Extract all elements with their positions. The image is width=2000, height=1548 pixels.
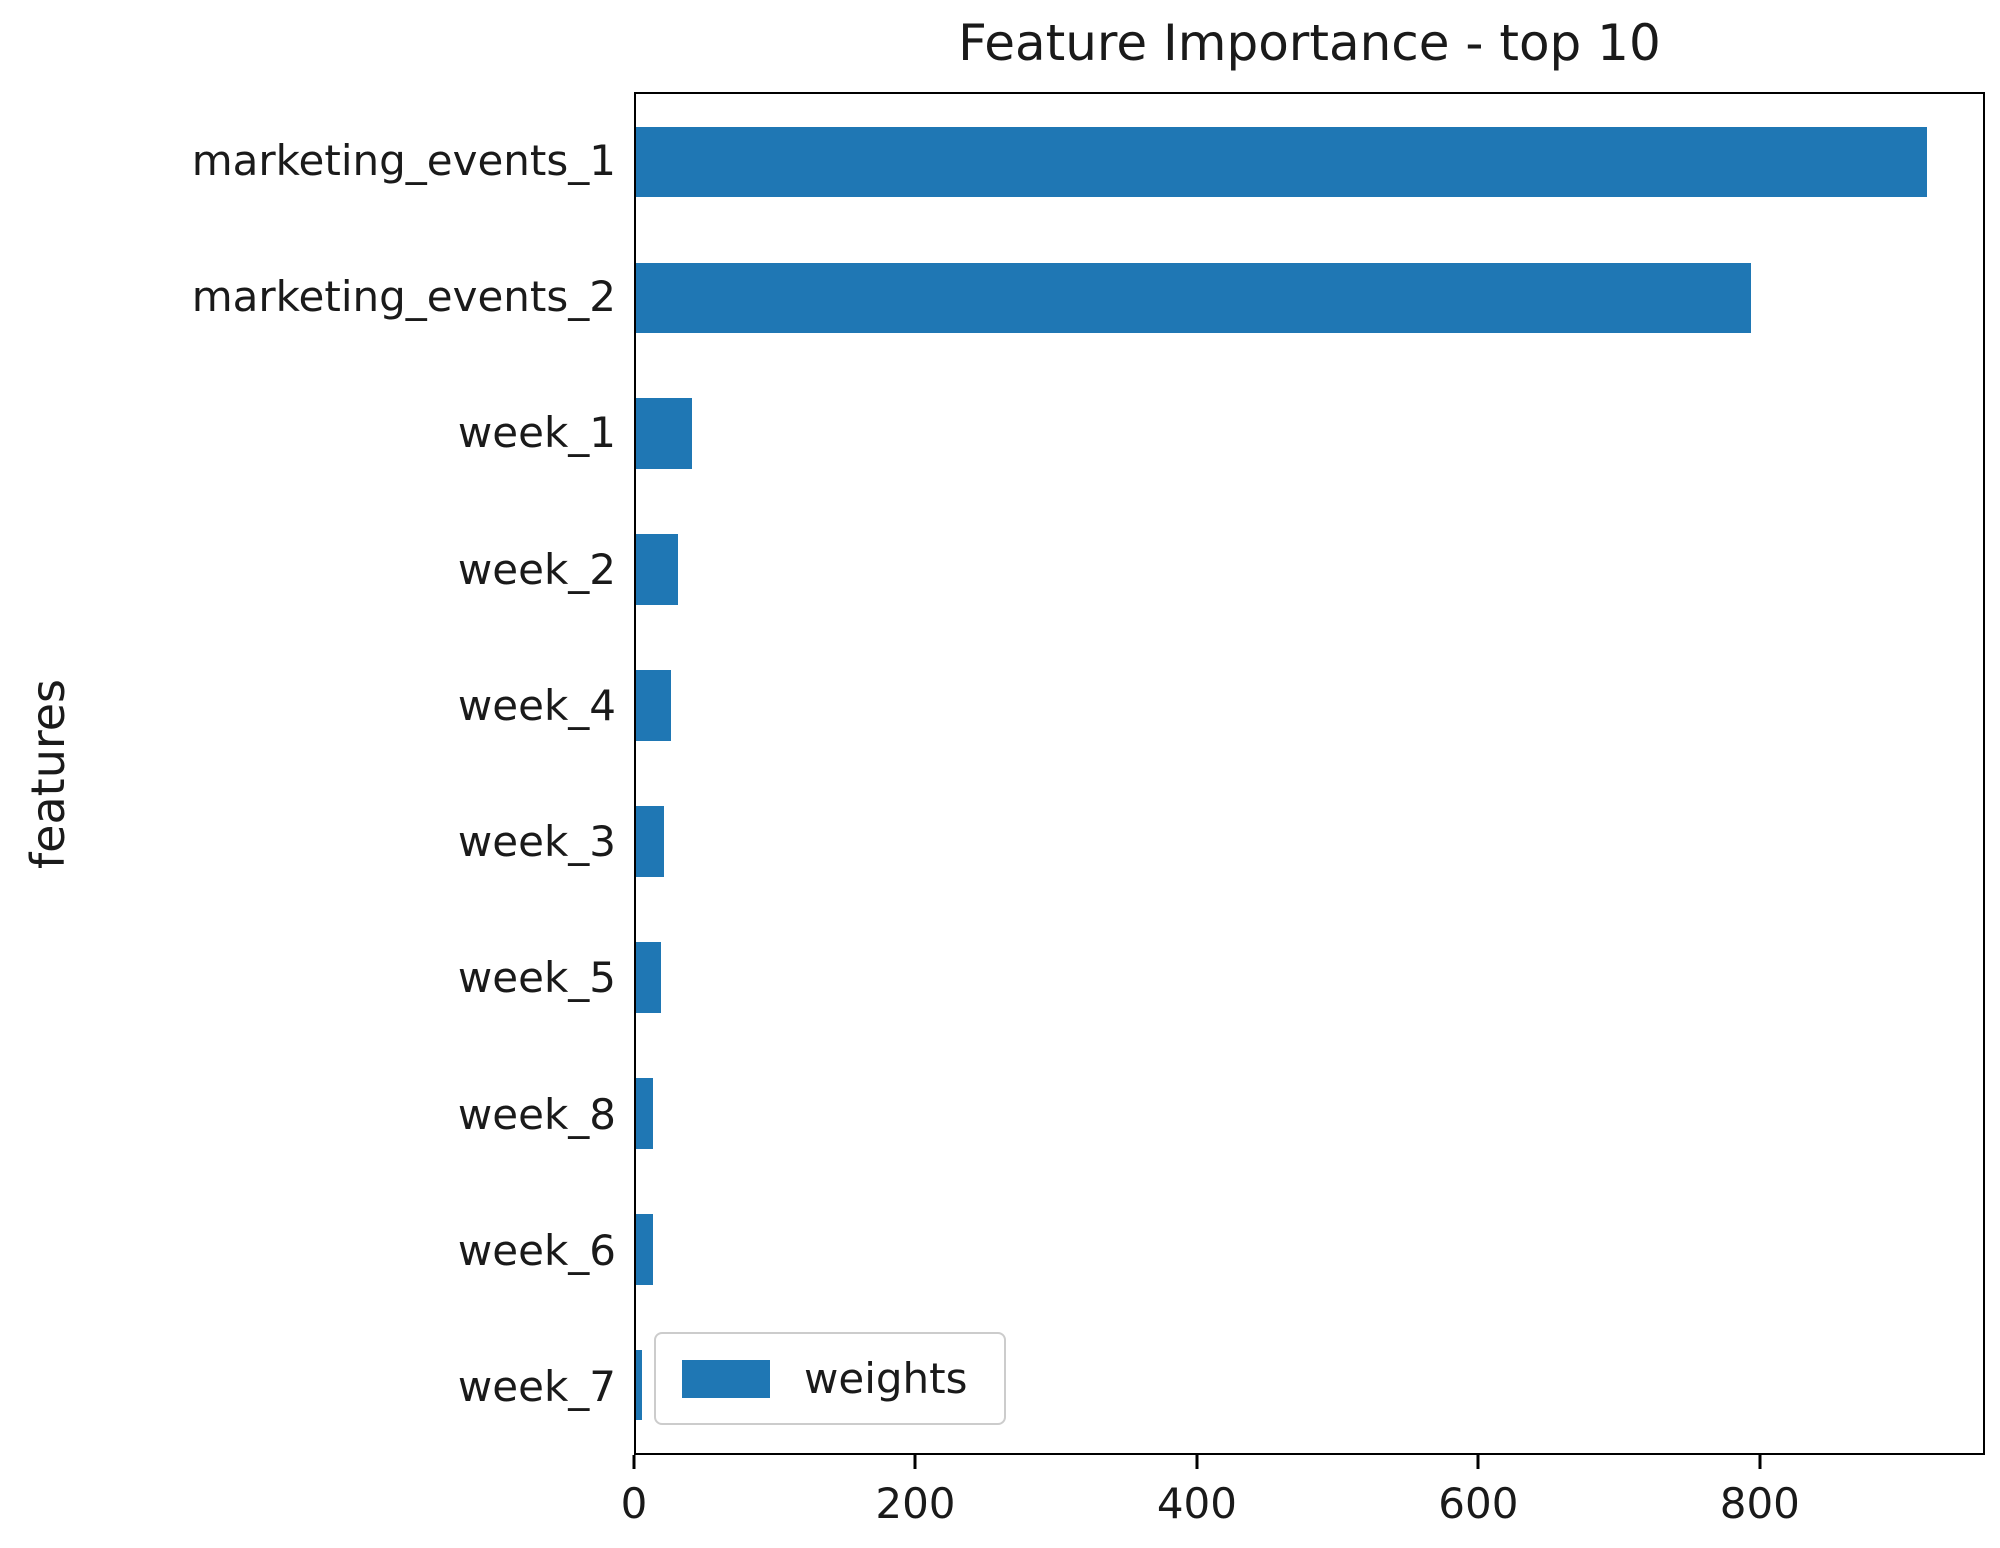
bar-row-week_7 xyxy=(636,1317,1983,1453)
x-tick-mark-600 xyxy=(1476,1455,1480,1469)
legend-swatch-weights xyxy=(682,1359,770,1398)
bar-row-week_1 xyxy=(636,366,1983,502)
bar-row-week_8 xyxy=(636,1045,1983,1181)
plot-area: weights xyxy=(634,92,1985,1455)
x-tick-mark-400 xyxy=(1195,1455,1199,1469)
bar-week_5 xyxy=(636,942,662,1013)
y-tick-label-marketing_events_1: marketing_events_1 xyxy=(191,135,616,185)
x-axis-ticks: 0 200 400 600 800 xyxy=(621,1455,1985,1547)
bar-week_3 xyxy=(636,806,665,877)
x-tick-mark-200 xyxy=(913,1455,917,1469)
bar-row-week_3 xyxy=(636,774,1983,910)
x-tick-mark-800 xyxy=(1758,1455,1762,1469)
y-tick-label-week_8: week_8 xyxy=(457,1089,616,1139)
bar-row-week_5 xyxy=(636,909,1983,1045)
y-axis-label-text: features xyxy=(21,678,76,869)
x-tick-label-800: 800 xyxy=(1719,1479,1800,1528)
bar-row-marketing_events_2 xyxy=(636,230,1983,366)
x-tick-label-400: 400 xyxy=(1156,1479,1237,1528)
x-tick-label-0: 0 xyxy=(620,1479,648,1528)
bar-row-marketing_events_1 xyxy=(636,94,1983,230)
y-tick-label-marketing_events_2: marketing_events_2 xyxy=(191,271,616,321)
y-tick-label-week_3: week_3 xyxy=(457,817,616,867)
bar-week_7 xyxy=(636,1349,642,1421)
y-tick-label-week_2: week_2 xyxy=(457,544,616,594)
bar-row-week_2 xyxy=(636,502,1983,638)
bar-week_6 xyxy=(636,1213,653,1285)
y-tick-label-week_7: week_7 xyxy=(457,1362,616,1412)
y-axis-label: features xyxy=(8,92,88,1455)
x-tick-label-600: 600 xyxy=(1438,1479,1519,1528)
bar-week_2 xyxy=(636,534,679,605)
legend-label: weights xyxy=(804,1354,968,1403)
bar-week_1 xyxy=(636,398,693,470)
legend: weights xyxy=(654,1332,1006,1425)
bar-marketing_events_1 xyxy=(636,126,1927,198)
x-tick-label-200: 200 xyxy=(875,1479,956,1528)
bar-row-week_4 xyxy=(636,638,1983,774)
chart-title: Feature Importance - top 10 xyxy=(958,14,1661,72)
y-tick-label-week_4: week_4 xyxy=(457,680,616,730)
y-tick-label-week_6: week_6 xyxy=(457,1226,616,1276)
y-tick-label-week_5: week_5 xyxy=(457,953,616,1003)
bar-rows xyxy=(636,94,1983,1453)
bar-marketing_events_2 xyxy=(636,262,1752,334)
bar-week_8 xyxy=(636,1077,653,1149)
bar-week_4 xyxy=(636,670,672,741)
bar-row-week_6 xyxy=(636,1181,1983,1317)
x-tick-mark-0 xyxy=(632,1455,636,1469)
y-tick-label-week_1: week_1 xyxy=(457,408,616,458)
